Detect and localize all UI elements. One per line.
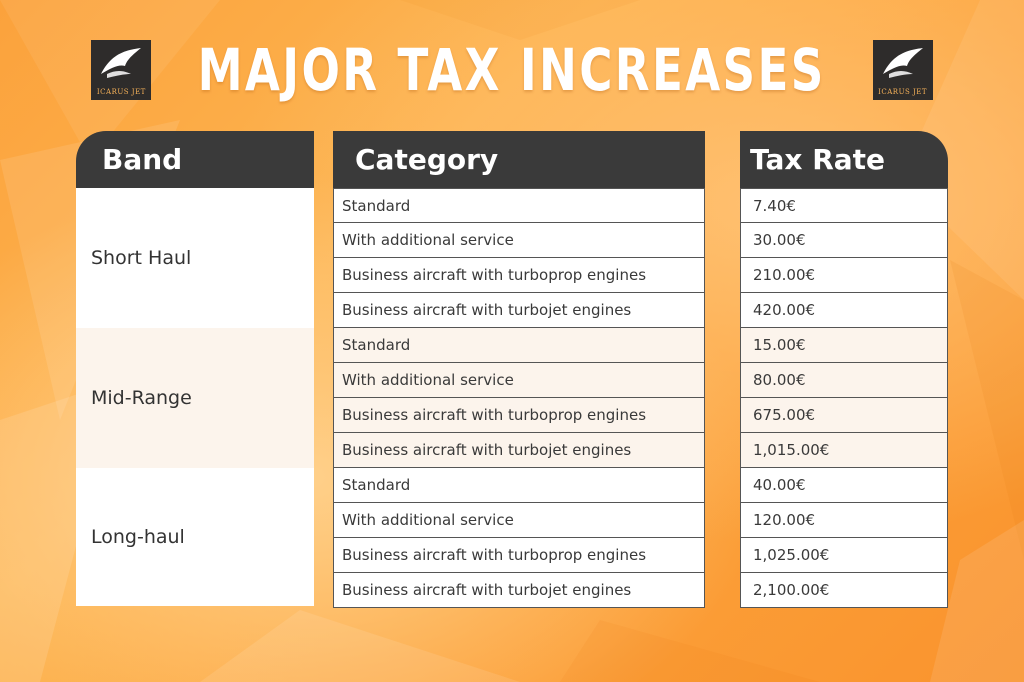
logo-text: ICARUS JET	[878, 88, 928, 96]
category-cell: Business aircraft with turbojet engines	[333, 573, 705, 608]
category-cell: Business aircraft with turboprop engines	[333, 258, 705, 293]
title-bar: ICARUS JET MAJOR TAX INCREASES ICARUS JE…	[0, 30, 1024, 110]
category-cell: With additional service	[333, 503, 705, 538]
band-label: Long-haul	[91, 526, 185, 548]
category-cell: Business aircraft with turboprop engines	[333, 398, 705, 433]
tax-rate-column: Tax Rate 7.40€ 30.00€ 210.00€ 420.00€ 15.00€…	[740, 131, 948, 608]
band-cell-short-haul: Short Haul	[76, 188, 314, 328]
band-header: Band	[76, 131, 314, 210]
bird-icon	[101, 48, 142, 78]
category-cell: Standard	[333, 328, 705, 363]
category-cell: Standard	[333, 188, 705, 223]
tax-rate-cell: 80.00€	[740, 363, 948, 398]
logo-left: ICARUS JET	[91, 40, 152, 100]
band-label: Short Haul	[91, 247, 192, 269]
tax-rate-cell: 2,100.00€	[740, 573, 948, 608]
tax-rate-cell: 15.00€	[740, 328, 948, 363]
tax-rate-cell: 210.00€	[740, 258, 948, 293]
band-cell-long-haul: Long-haul	[76, 468, 314, 606]
tax-rate-cell: 120.00€	[740, 503, 948, 538]
tax-rate-cell: 1,025.00€	[740, 538, 948, 573]
band-header-label: Band	[102, 143, 183, 176]
tax-rate-cell: 675.00€	[740, 398, 948, 433]
category-header-label: Category	[355, 143, 499, 176]
category-cell: Business aircraft with turbojet engines	[333, 293, 705, 328]
tax-rate-header: Tax Rate	[740, 131, 948, 210]
tax-rate-cell: 1,015.00€	[740, 433, 948, 468]
category-cell: With additional service	[333, 363, 705, 398]
category-column: Category Standard With additional service…	[333, 131, 705, 608]
tax-rate-cell: 7.40€	[740, 188, 948, 223]
category-cell: Standard	[333, 468, 705, 503]
tax-rate-cell: 420.00€	[740, 293, 948, 328]
tax-rate-cell: 30.00€	[740, 223, 948, 258]
logo-right: ICARUS JET	[872, 40, 933, 100]
page-title: MAJOR TAX INCREASES	[197, 36, 827, 104]
category-header: Category	[333, 131, 705, 210]
tax-rate-cell: 40.00€	[740, 468, 948, 503]
logo-text: ICARUS JET	[96, 88, 146, 96]
category-cell: With additional service	[333, 223, 705, 258]
category-cell: Business aircraft with turbojet engines	[333, 433, 705, 468]
tax-rate-header-label: Tax Rate	[750, 143, 886, 176]
band-cell-mid-range: Mid-Range	[76, 328, 314, 468]
band-label: Mid-Range	[91, 387, 192, 409]
band-column: Band Short Haul Mid-Range Long-haul	[76, 131, 314, 606]
bird-icon	[882, 48, 923, 78]
category-cell: Business aircraft with turboprop engines	[333, 538, 705, 573]
